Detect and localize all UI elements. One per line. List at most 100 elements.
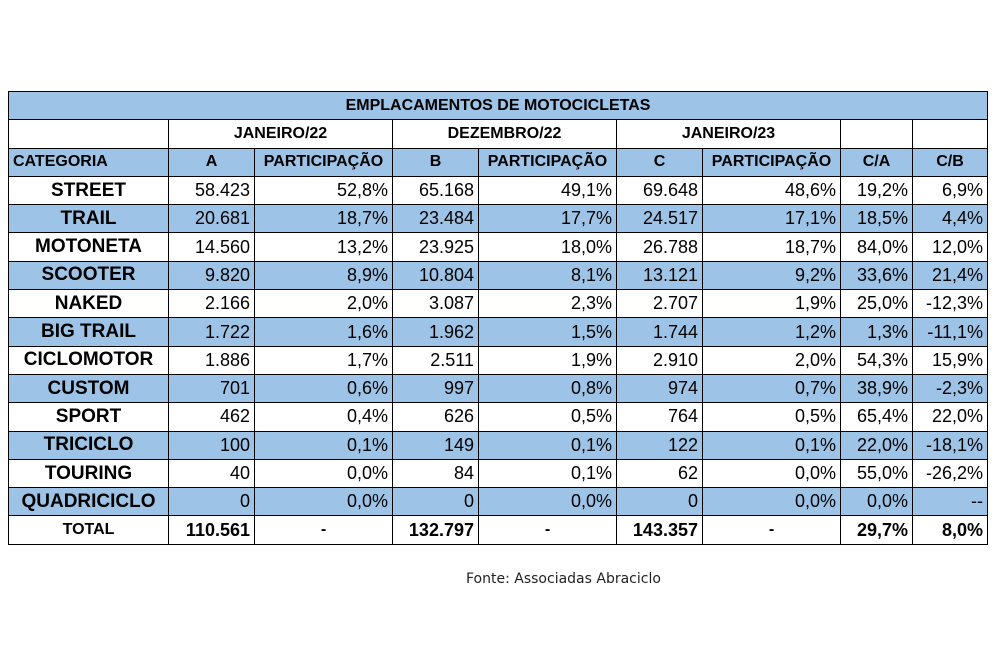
- change-c-b: 4,4%: [911, 204, 989, 234]
- share-b: 18,0%: [478, 232, 617, 262]
- share-c: 0,5%: [702, 402, 841, 432]
- table-row: SCOOTER 9.820 8,9% 10.804 8,1% 13.121 9,2% 33,6…: [8, 260, 989, 291]
- share-a: 0,0%: [254, 487, 393, 517]
- value-a: 462: [168, 402, 255, 432]
- share-c: 0,7%: [702, 373, 841, 404]
- share-a: 2,0%: [254, 289, 393, 319]
- category-cell: BIG TRAIL: [8, 317, 169, 347]
- category-cell: SCOOTER: [8, 260, 169, 291]
- share-c: 0,0%: [702, 458, 841, 489]
- header-categoria: CATEGORIA: [8, 147, 169, 177]
- share-a: 13,2%: [254, 232, 393, 262]
- table-row: SPORT 462 0,4% 626 0,5% 764 0,5% 65,4% 22,0%: [8, 402, 989, 432]
- share-a: 1,7%: [254, 345, 393, 375]
- value-c: 13.121: [616, 260, 703, 291]
- value-c: 1.744: [616, 317, 703, 347]
- change-c-b: 6,9%: [911, 175, 989, 206]
- share-c: 0,0%: [702, 487, 841, 517]
- total-a: 110.561: [168, 515, 255, 545]
- value-c: 974: [616, 373, 703, 404]
- share-b: 49,1%: [478, 175, 617, 206]
- title-row: EMPLACAMENTOS DE MOTOCICLETAS: [7, 90, 989, 121]
- category-cell: STREET: [8, 175, 169, 206]
- header-a: A: [168, 147, 255, 177]
- period-dez22: DEZEMBRO/22: [392, 119, 617, 149]
- header-row: CATEGORIA A PARTICIPAÇÃO B PARTICIPAÇÃO …: [8, 147, 989, 177]
- change-c-a: 65,4%: [840, 402, 913, 432]
- share-b: 1,9%: [478, 345, 617, 375]
- period-row: JANEIRO/22 DEZEMBRO/22 JANEIRO/23: [8, 119, 989, 149]
- value-b: 997: [392, 373, 479, 404]
- value-b: 84: [392, 458, 479, 489]
- change-c-b: -12,3%: [911, 289, 989, 319]
- change-c-b: -26,2%: [911, 458, 989, 489]
- category-cell: SPORT: [8, 402, 169, 432]
- share-c: 48,6%: [702, 175, 841, 206]
- share-a: 8,9%: [254, 260, 393, 291]
- share-c: 18,7%: [702, 232, 841, 262]
- header-participacao-c: PARTICIPAÇÃO: [702, 147, 841, 177]
- total-share-c: -: [702, 515, 841, 545]
- table-row: CUSTOM 701 0,6% 997 0,8% 974 0,7% 38,9% -2,3%: [8, 373, 989, 404]
- table-row: BIG TRAIL 1.722 1,6% 1.962 1,5% 1.744 1,2% 1,3%…: [8, 317, 989, 347]
- value-a: 58.423: [168, 175, 255, 206]
- change-c-b: -18,1%: [911, 430, 989, 460]
- header-c-over-b: C/B: [911, 147, 989, 177]
- period-empty: [840, 119, 913, 149]
- share-a: 1,6%: [254, 317, 393, 347]
- total-row: TOTAL 110.561-132.797-143.357-29,7% 8,0%: [8, 515, 989, 545]
- share-a: 0,0%: [254, 458, 393, 489]
- value-b: 149: [392, 430, 479, 460]
- category-cell: CUSTOM: [8, 373, 169, 404]
- header-participacao-b: PARTICIPAÇÃO: [478, 147, 617, 177]
- table-row: MOTONETA 14.560 13,2% 23.925 18,0% 26.788 18,7…: [8, 232, 989, 262]
- period-jan23: JANEIRO/23: [616, 119, 841, 149]
- category-cell: CICLOMOTOR: [8, 345, 169, 375]
- value-b: 65.168: [392, 175, 479, 206]
- value-a: 40: [168, 458, 255, 489]
- total-change-c-a: 29,7%: [840, 515, 913, 545]
- value-c: 26.788: [616, 232, 703, 262]
- change-c-a: 55,0%: [840, 458, 913, 489]
- share-a: 0,6%: [254, 373, 393, 404]
- value-b: 3.087: [392, 289, 479, 319]
- share-b: 0,0%: [478, 487, 617, 517]
- change-c-a: 54,3%: [840, 345, 913, 375]
- category-cell: TOURING: [8, 458, 169, 489]
- value-c: 2.910: [616, 345, 703, 375]
- share-b: 8,1%: [478, 260, 617, 291]
- header-c: C: [616, 147, 703, 177]
- total-c: 143.357: [616, 515, 703, 545]
- value-a: 9.820: [168, 260, 255, 291]
- category-cell: TRICICLO: [8, 430, 169, 460]
- change-c-b: 21,4%: [911, 260, 989, 291]
- period-empty: [8, 119, 169, 149]
- value-b: 23.925: [392, 232, 479, 262]
- value-a: 20.681: [168, 204, 255, 234]
- value-b: 10.804: [392, 260, 479, 291]
- registrations-table: EMPLACAMENTOS DE MOTOCICLETAS JANEIRO/22…: [7, 90, 989, 545]
- share-b: 17,7%: [478, 204, 617, 234]
- header-b: B: [392, 147, 479, 177]
- change-c-b: 12,0%: [911, 232, 989, 262]
- change-c-a: 38,9%: [840, 373, 913, 404]
- value-b: 0: [392, 487, 479, 517]
- value-b: 626: [392, 402, 479, 432]
- value-a: 1.722: [168, 317, 255, 347]
- change-c-a: 33,6%: [840, 260, 913, 291]
- table-row: CICLOMOTOR 1.886 1,7% 2.511 1,9% 2.910 2,0% 54,…: [8, 345, 989, 375]
- share-c: 0,1%: [702, 430, 841, 460]
- change-c-a: 18,5%: [840, 204, 913, 234]
- value-c: 24.517: [616, 204, 703, 234]
- change-c-a: 1,3%: [840, 317, 913, 347]
- share-c: 2,0%: [702, 345, 841, 375]
- table-row: QUADRICICLO 0 0,0% 0 0,0% 0 0,0% 0,0% --: [8, 487, 989, 517]
- total-b: 132.797: [392, 515, 479, 545]
- total-share-b: -: [478, 515, 617, 545]
- share-c: 1,9%: [702, 289, 841, 319]
- change-c-b: -2,3%: [911, 373, 989, 404]
- header-participacao-a: PARTICIPAÇÃO: [254, 147, 393, 177]
- change-c-a: 22,0%: [840, 430, 913, 460]
- change-c-a: 19,2%: [840, 175, 913, 206]
- value-c: 122: [616, 430, 703, 460]
